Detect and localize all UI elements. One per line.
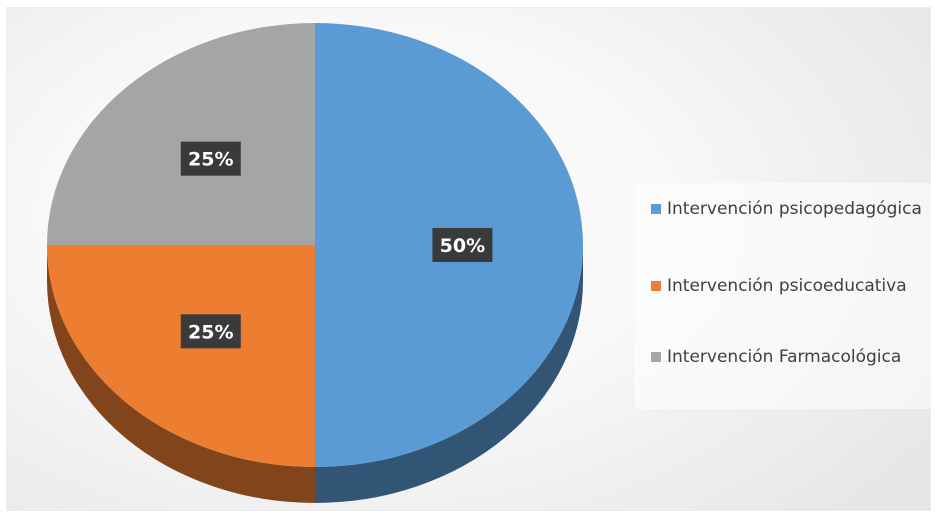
data-label-1: 50% [440, 235, 485, 257]
legend-swatch-1 [651, 204, 661, 214]
slice-side-1 [315, 245, 583, 503]
legend: Intervención psicopedagógica Intervención… [635, 183, 937, 409]
legend-swatch-3 [651, 352, 661, 362]
slice-side-2 [47, 245, 315, 503]
pie-chart: 50% 25% 25% [47, 23, 583, 503]
legend-swatch-2 [651, 281, 661, 291]
data-label-box-1 [432, 228, 493, 262]
legend-item-3: Intervención Farmacológica [651, 345, 937, 370]
legend-label-2: Intervención psicoeducativa [667, 276, 907, 296]
legend-label-1: Intervención psicopedagógica [667, 199, 922, 219]
legend-item-1: Intervención psicopedagógica [651, 197, 937, 222]
data-label-box-2 [180, 314, 241, 349]
pie-side-walls [47, 245, 583, 503]
data-label-3: 25% [188, 149, 233, 171]
data-label-box-3 [180, 141, 241, 176]
legend-item-2: Intervención psicoeducativa [651, 274, 937, 299]
pie-slice-2 [47, 245, 315, 467]
chart-area: 50% 25% 25% Intervención psicopedagógica In… [7, 8, 937, 510]
legend-label-3: Intervención Farmacológica [667, 347, 902, 367]
data-label-2: 25% [188, 321, 233, 343]
pie-slice-3 [47, 23, 315, 245]
